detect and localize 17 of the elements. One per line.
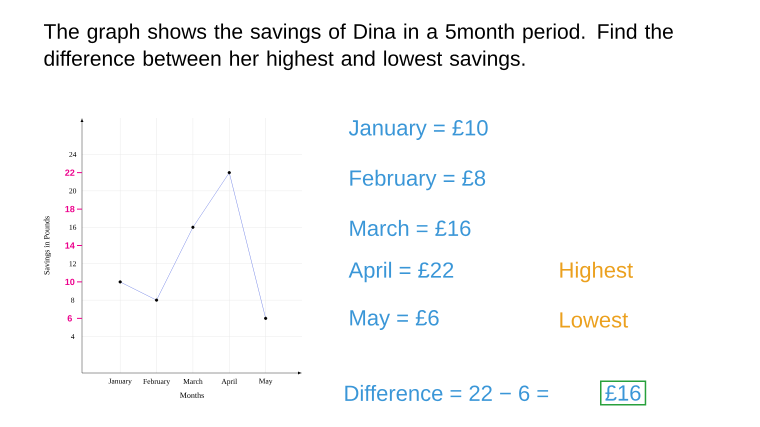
text: March = £16 xyxy=(350,220,470,236)
x-axis-title: Months xyxy=(180,392,204,398)
text: January = £10 xyxy=(348,120,488,140)
text: Difference = 22 − 6 = xyxy=(345,384,548,402)
y-tick-label: 18 xyxy=(65,206,75,212)
text: Lowest xyxy=(560,312,628,328)
y-tick-label: 14 xyxy=(65,242,75,249)
text: The graph shows the savings of Dina in a 5month period. Find the difference between her highest and lowest savings. xyxy=(44,24,673,70)
y-tick-label: 22 xyxy=(65,170,74,176)
text: February = £8 xyxy=(350,170,486,190)
text: April = £22 xyxy=(348,262,454,282)
text: Highest xyxy=(560,262,633,282)
text: £16 xyxy=(605,385,640,401)
y-axis-title: Savings in Pounds xyxy=(44,216,52,275)
text: May = £6 xyxy=(350,310,439,330)
y-tick-label: 10 xyxy=(65,278,74,286)
y-tick-label: 6 xyxy=(68,315,72,322)
